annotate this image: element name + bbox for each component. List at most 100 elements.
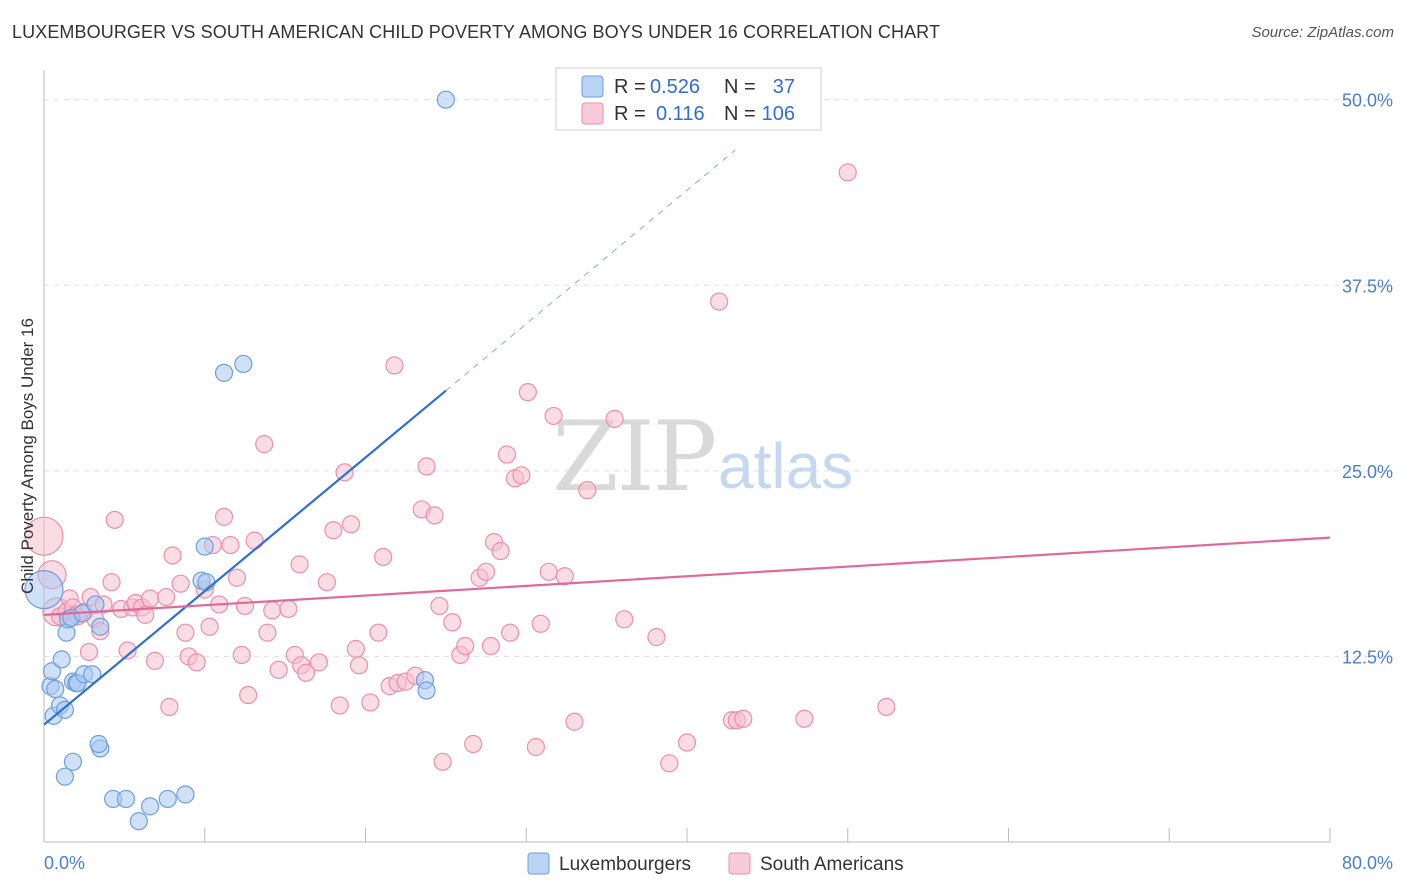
south-american-point — [497, 445, 517, 464]
south-american-point — [369, 623, 388, 642]
legend-n-value-pink: 106 — [762, 103, 795, 125]
south-american-point — [578, 481, 597, 500]
luxembourger-trend-extension — [445, 149, 736, 392]
south-american-point — [838, 163, 857, 182]
luxembourger-trend-line — [43, 389, 447, 726]
south-american-point — [491, 541, 510, 561]
south-american-point — [290, 555, 309, 574]
south-american-point — [544, 406, 563, 426]
luxembourgers-points — [24, 90, 455, 831]
south-american-point — [227, 568, 246, 587]
south-american-point — [102, 573, 121, 592]
south-american-point — [255, 435, 274, 454]
legend-r-label: R = — [614, 76, 646, 98]
south-american-point — [710, 292, 729, 311]
watermark-atlas: atlas — [718, 430, 853, 502]
y-tick-labels: 50.0% 37.5% 25.0% 12.5% — [1342, 91, 1393, 668]
south-american-point — [232, 645, 251, 665]
south-american-point — [443, 613, 462, 632]
luxembourger-point — [195, 537, 214, 556]
south-american-point — [481, 636, 500, 656]
chart-title: LUXEMBOURGER VS SOUTH AMERICAN CHILD POV… — [12, 22, 941, 42]
south-american-point — [309, 653, 328, 672]
luxembourger-point — [46, 679, 65, 699]
south-american-point — [476, 562, 496, 581]
south-american-point — [647, 628, 666, 647]
legend-swatch-luxembourgers — [527, 852, 550, 875]
south-american-point — [464, 734, 483, 754]
legend-swatch-south-americans — [728, 852, 751, 875]
y-tick-label: 12.5% — [1342, 647, 1393, 667]
south-american-point — [24, 516, 64, 556]
luxembourger-point — [42, 662, 62, 681]
legend-label-luxembourgers: Luxembourgers — [559, 854, 691, 875]
south-american-point — [526, 737, 545, 757]
south-american-point — [296, 663, 316, 682]
legend-r-value-blue: 0.526 — [650, 76, 700, 98]
south-american-point — [160, 697, 179, 717]
legend-swatch-pink — [581, 102, 604, 125]
south-american-point — [605, 409, 624, 428]
south-american-point — [176, 623, 195, 642]
luxembourger-point — [176, 785, 195, 804]
south-american-point — [430, 596, 449, 616]
south-american-point — [163, 546, 182, 565]
south-american-trend-line — [43, 536, 1331, 616]
south-american-point — [660, 754, 679, 773]
x-tick-label-max: 80.0% — [1342, 853, 1393, 873]
south-american-point — [877, 697, 896, 717]
legend-r-label: R = — [614, 103, 646, 125]
south-american-point — [171, 574, 190, 593]
south-american-point — [335, 463, 354, 482]
south-american-point — [187, 653, 206, 672]
south-american-point — [341, 515, 361, 534]
luxembourger-point — [55, 767, 74, 786]
legend-n-label: N = — [724, 103, 756, 125]
south-american-point — [555, 567, 574, 586]
trend-lines — [43, 149, 1331, 726]
legend-n-label: N = — [724, 76, 756, 98]
luxembourger-point — [86, 595, 105, 614]
south-american-point — [385, 356, 404, 375]
south-american-point — [118, 641, 137, 660]
luxembourger-point — [91, 617, 110, 636]
south-american-point — [565, 712, 584, 731]
luxembourger-point — [140, 797, 160, 816]
luxembourger-point — [63, 752, 83, 771]
south-american-point — [269, 660, 288, 679]
chart-source: Source: ZipAtlas.com — [1251, 24, 1394, 41]
south-american-point — [145, 651, 165, 670]
south-american-point — [512, 466, 531, 485]
south-american-point — [539, 562, 558, 581]
south-american-point — [330, 696, 349, 715]
south-american-point — [425, 506, 444, 525]
luxembourger-point — [24, 570, 64, 610]
watermark-zip: ZIP — [552, 401, 715, 513]
legend-n-value-blue: 37 — [773, 76, 795, 98]
south-american-point — [795, 709, 814, 728]
luxembourger-point — [214, 363, 234, 382]
luxembourger-point — [116, 789, 136, 809]
legend-label-south-americans: South Americans — [760, 854, 904, 875]
south-american-point — [79, 642, 99, 662]
south-american-point — [417, 457, 436, 476]
y-tick-label: 25.0% — [1342, 462, 1393, 482]
south-american-point — [200, 617, 219, 636]
south-american-point — [263, 601, 282, 620]
legend-swatch-blue — [581, 75, 604, 98]
south-american-point — [258, 623, 277, 642]
south-american-point — [346, 639, 365, 659]
legend-r-value-pink: 0.116 — [656, 103, 705, 125]
y-tick-label: 50.0% — [1342, 91, 1393, 111]
series-legend: Luxembourgers South Americans — [527, 852, 904, 875]
y-tick-label: 37.5% — [1342, 276, 1393, 296]
south-american-point — [349, 656, 369, 675]
luxembourger-point — [158, 789, 177, 809]
south-american-point — [136, 605, 155, 624]
south-american-point — [374, 547, 393, 567]
south-american-point — [361, 693, 380, 712]
luxembourger-point — [55, 700, 74, 719]
south-american-point — [456, 636, 475, 656]
luxembourger-point — [83, 665, 102, 684]
grid-lines — [44, 99, 1393, 657]
